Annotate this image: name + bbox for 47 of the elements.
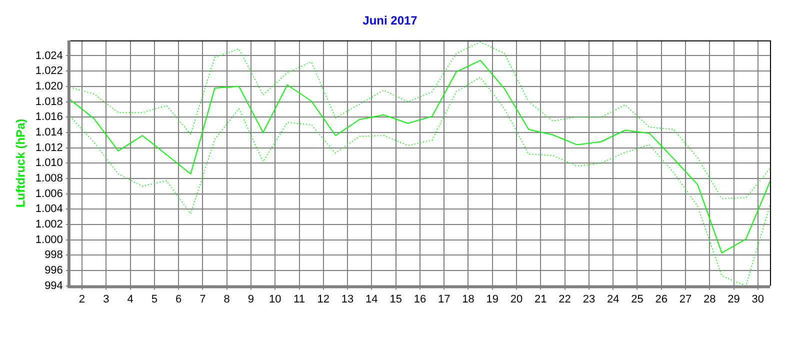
y-tick-label: 998	[44, 249, 63, 262]
x-tick-label: 5	[151, 293, 158, 306]
x-tick-label: 15	[390, 293, 402, 306]
chart-title: Juni 2017	[362, 14, 418, 28]
x-tick-label: 6	[175, 293, 182, 306]
x-tick-label: 11	[294, 293, 305, 306]
x-tick-label: 22	[558, 293, 571, 306]
x-tick-label: 28	[704, 293, 716, 306]
y-axis-title: Luftdruck (hPa)	[14, 118, 28, 208]
x-tick-label: 17	[438, 293, 450, 306]
x-tick-label: 7	[200, 293, 206, 306]
x-tick-label: 8	[224, 293, 230, 306]
x-tick-label: 2	[78, 293, 86, 306]
x-tick-label: 4	[127, 293, 134, 306]
x-tick-label: 26	[655, 293, 668, 306]
y-tick-label: 1.018	[35, 96, 63, 108]
x-tick-label: 24	[606, 293, 620, 306]
x-tick-label: 13	[341, 293, 354, 306]
y-tick-label: 1.014	[35, 126, 63, 138]
x-tick-label: 9	[248, 293, 254, 306]
x-tick-label: 12	[317, 293, 330, 306]
y-tick-label: 1.016	[35, 111, 63, 124]
x-tick-label: 30	[752, 293, 764, 306]
y-tick-label: 1.006	[35, 188, 63, 200]
x-tick-label: 18	[462, 293, 474, 306]
y-tick-label: 1.002	[35, 218, 63, 230]
x-tick-label: 16	[414, 293, 426, 306]
x-tick-label: 23	[582, 293, 596, 306]
x-tick-label: 21	[534, 293, 547, 306]
x-tick-label: 25	[631, 293, 644, 306]
x-tick-label: 20	[510, 293, 523, 306]
y-tick-label: 1.020	[35, 80, 63, 92]
y-tick-label: 1.010	[35, 157, 63, 170]
y-tick-label: 994	[44, 280, 63, 292]
x-tick-label: 14	[366, 293, 378, 306]
y-tick-label: 1.000	[35, 234, 63, 246]
y-tick-label: 1.004	[35, 203, 63, 216]
x-tick-label: 10	[268, 293, 282, 306]
x-tick-label: 3	[103, 293, 110, 306]
y-tick-label: 1.024	[35, 50, 63, 62]
y-tick-label: 996	[44, 264, 63, 276]
y-tick-label: 1.012	[35, 142, 63, 154]
y-tick-label: 1.022	[35, 65, 63, 78]
y-tick-label: 1.008	[35, 172, 63, 184]
x-tick-label: 19	[486, 293, 499, 306]
x-tick-label: 29	[728, 293, 740, 306]
x-tick-label: 27	[679, 293, 692, 306]
